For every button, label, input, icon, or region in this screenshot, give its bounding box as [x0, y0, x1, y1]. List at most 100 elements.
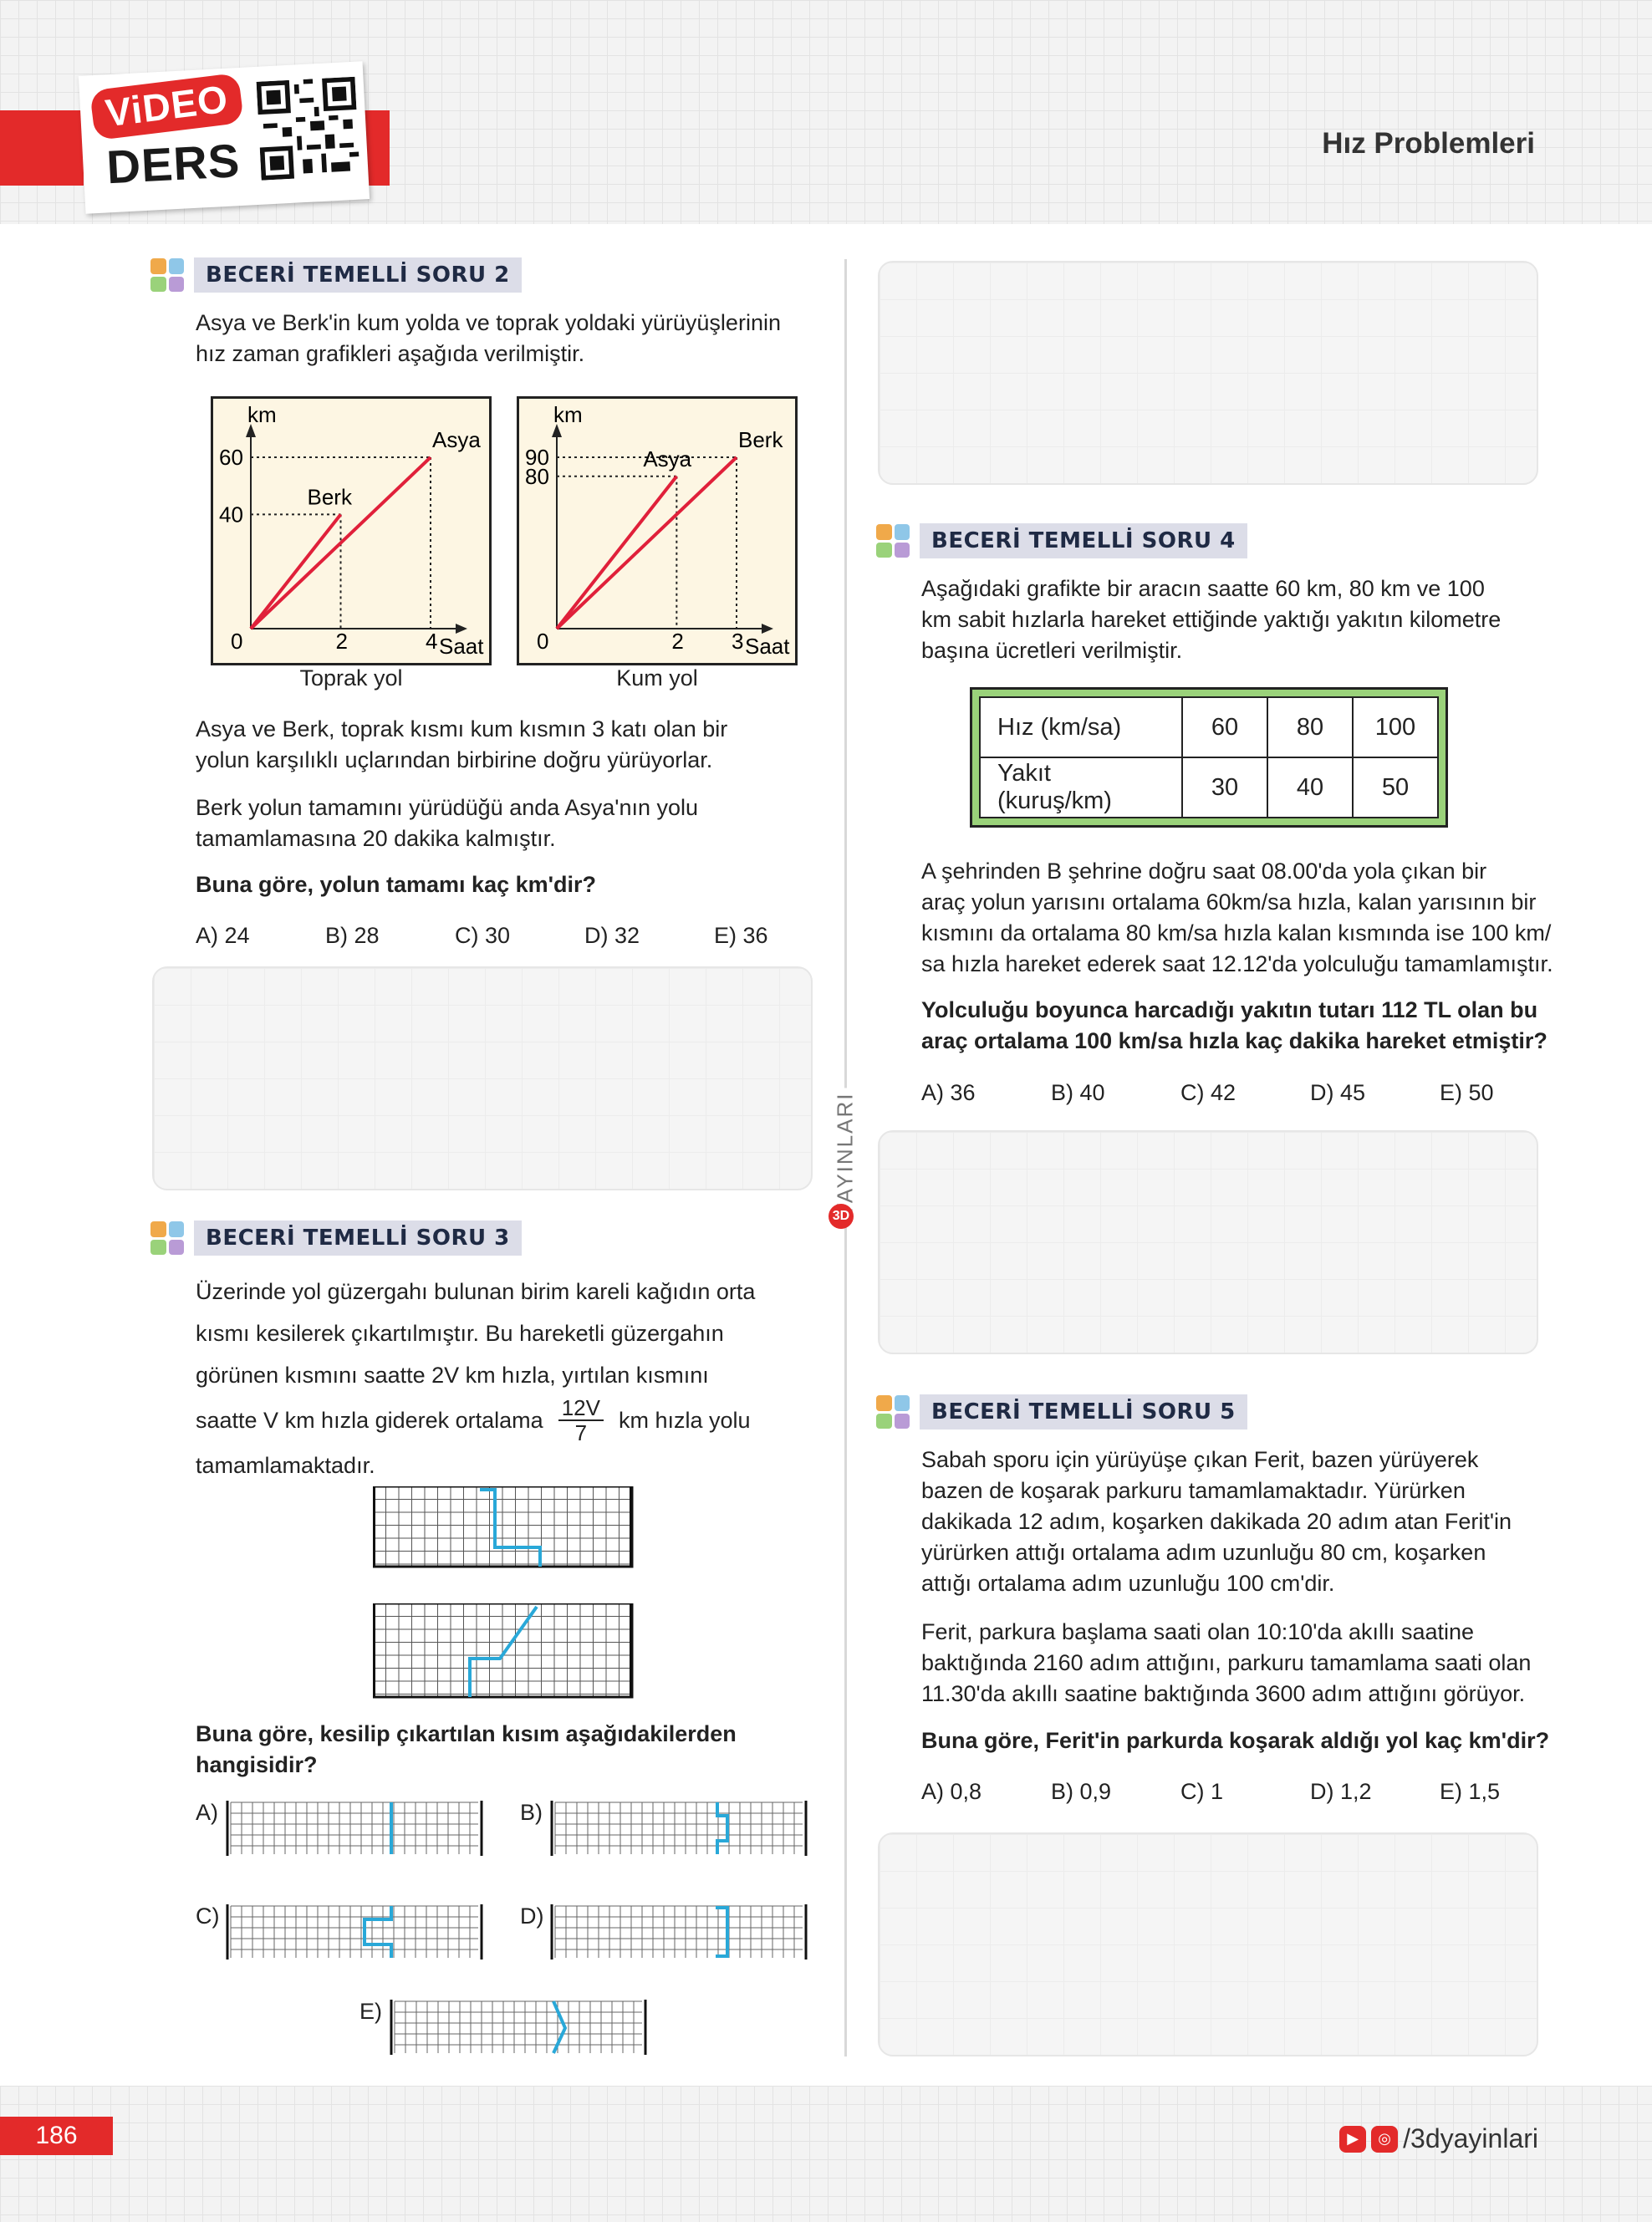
q3-option-d-strip[interactable] [548, 1904, 816, 1961]
q3-line-post: km hızla yolu [618, 1408, 751, 1433]
q2-option-a[interactable]: A) 24 [196, 923, 250, 948]
squares-icon [876, 1395, 910, 1429]
q3-option-b-strip[interactable] [548, 1801, 816, 1858]
squares-icon [150, 1221, 184, 1255]
q2-option-b[interactable]: B) 28 [325, 923, 380, 948]
q4-option-b[interactable]: B) 40 [1051, 1080, 1105, 1105]
youtube-icon[interactable]: ▶ [1339, 2125, 1367, 2153]
qr-code-icon[interactable] [256, 76, 360, 181]
toprak-yol-graph: km Saat 0 2 4 40 60 Berk Asya [211, 396, 492, 665]
q3-option-d-letter[interactable]: D) [520, 1903, 544, 1929]
q5-option-c[interactable]: C) 1 [1180, 1779, 1224, 1804]
q3-top-path [480, 1488, 542, 1567]
ders-label: DERS [105, 134, 242, 194]
brand-logo-icon: 3D [829, 1204, 854, 1229]
q3-line: tamamlamaktadır. [196, 1453, 375, 1478]
q2-work-area[interactable] [152, 966, 813, 1190]
q2-options: A) 24 B) 28 C) 30 D) 32 E) 36 [196, 923, 814, 949]
q2-paragraph-1: Asya ve Berk, toprak kısmı kum kısmın 3 … [196, 714, 831, 776]
kum-series-label: Berk [738, 427, 783, 452]
q4-p1-line: araç yolun yarısını ortalama 60km/sa hız… [921, 889, 1537, 915]
q4-intro-line: Aşağıdaki grafikte bir aracın saatte 60 … [921, 576, 1485, 601]
q5-option-a[interactable]: A) 0,8 [921, 1779, 982, 1804]
page-header: ViDEO DERS Hız Problemleri [0, 0, 1652, 224]
chapter-title: Hız Problemleri [1322, 127, 1535, 160]
q4-option-c[interactable]: C) 42 [1180, 1080, 1236, 1105]
toprak-series-asya [249, 456, 432, 630]
q4-option-a[interactable]: A) 36 [921, 1080, 976, 1105]
q5-p1-line: Sabah sporu için yürüyüşe çıkan Ferit, b… [921, 1447, 1479, 1472]
q4-question-line: Yolculuğu boyunca harcadığı yakıtın tuta… [921, 997, 1538, 1022]
q3-line: kısmı kesilerek çıkartılmıştır. Bu harek… [196, 1321, 724, 1346]
q2-option-d[interactable]: D) 32 [584, 923, 640, 948]
q4-intro: Aşağıdaki grafikte bir aracın saatte 60 … [921, 573, 1573, 666]
q5-options: A) 0,8 B) 0,9 C) 1 D) 1,2 E) 1,5 [921, 1779, 1540, 1805]
page-number: 186 [0, 2117, 113, 2155]
q2-p1-line: Asya ve Berk, toprak kısmı kum kısmın 3 … [196, 716, 728, 742]
q3-line: Üzerinde yol güzergahı bulunan birim kar… [196, 1279, 756, 1304]
q5-header: BECERİ TEMELLİ SORU 5 [876, 1394, 1247, 1430]
toprak-y-tick: 60 [219, 445, 243, 470]
q3-option-e-letter[interactable]: E) [359, 1999, 382, 2024]
q3-bottom-path [468, 1605, 538, 1697]
instagram-icon[interactable]: ◎ [1371, 2125, 1399, 2153]
q4-option-e[interactable]: E) 50 [1440, 1080, 1494, 1105]
q3-option-a-letter[interactable]: A) [196, 1800, 218, 1825]
toprak-x-arrow [456, 624, 467, 634]
social-handle[interactable]: /3dyayinlari [1403, 2123, 1538, 2153]
q4-question-line: araç ortalama 100 km/sa hızla kaç dakika… [921, 1028, 1547, 1053]
q3-top-grid [373, 1486, 634, 1568]
q4-work-area[interactable] [878, 1130, 1538, 1354]
q3-option-e-strip[interactable] [388, 2000, 655, 2056]
squares-icon [150, 258, 184, 292]
table-cell: 100 [1352, 696, 1439, 758]
video-ders-logo[interactable]: ViDEO DERS [78, 61, 370, 214]
table-row: Yakıt (kuruş/km) 30 40 50 [979, 757, 1439, 818]
q2-option-e[interactable]: E) 36 [714, 923, 768, 948]
q3-fraction-denominator: 7 [574, 1420, 588, 1445]
q5-option-b[interactable]: B) 0,9 [1051, 1779, 1112, 1804]
q3-option-c-strip[interactable] [224, 1904, 492, 1961]
q5-work-area[interactable] [878, 1832, 1538, 2056]
q5-option-e[interactable]: E) 1,5 [1440, 1779, 1501, 1804]
q4-options: A) 36 B) 40 C) 42 D) 45 E) 50 [921, 1080, 1540, 1106]
q4-paragraph: A şehrinden B şehrine doğru saat 08.00'd… [921, 856, 1590, 980]
kum-x-tick: 2 [671, 629, 683, 654]
q2-option-c[interactable]: C) 30 [455, 923, 511, 948]
fuel-table: Hız (km/sa) 60 80 100 Yakıt (kuruş/km) 3… [979, 696, 1439, 818]
fuel-table-frame: Hız (km/sa) 60 80 100 Yakıt (kuruş/km) 3… [970, 687, 1448, 828]
video-label: ViDEO [89, 72, 245, 141]
kum-yol-graph: km Saat 0 2 3 80 90 Asya Berk [517, 396, 798, 665]
table-cell: 60 [1181, 696, 1268, 758]
kum-y-arrow [552, 424, 562, 437]
toprak-x-tick: 4 [426, 629, 437, 654]
social-links[interactable]: ▶ ◎ /3dyayinlari [1339, 2123, 1538, 2154]
kum-yol-title: Kum yol [616, 665, 698, 691]
q2-question: Buna göre, yolun tamamı kaç km'dir? [196, 872, 597, 897]
q3-option-c-letter[interactable]: C) [196, 1903, 220, 1929]
q3-fraction: 12V 7 [558, 1396, 604, 1445]
kum-y-tick: 80 [525, 464, 549, 489]
q3-option-a-strip[interactable] [224, 1801, 492, 1858]
right-top-work-area[interactable] [878, 261, 1538, 485]
q2-header: BECERİ TEMELLİ SORU 2 [150, 257, 522, 293]
q3-option-b-letter[interactable]: B) [520, 1800, 543, 1825]
kum-series-berk [555, 456, 738, 630]
table-cell: 40 [1267, 757, 1354, 818]
q5-option-d[interactable]: D) 1,2 [1310, 1779, 1372, 1804]
q2-intro-line: hız zaman grafikleri aşağıda verilmiştir… [196, 341, 585, 366]
q5-paragraph-2: Ferit, parkura başlama saati olan 10:10'… [921, 1617, 1590, 1710]
q5-question: Buna göre, Ferit'in parkurda koşarak ald… [921, 1728, 1550, 1753]
q3-question: Buna göre, kesilip çıkartılan kısım aşağ… [196, 1719, 839, 1781]
q2-label: BECERİ TEMELLİ SORU 2 [194, 257, 522, 293]
q3-question-line: Buna göre, kesilip çıkartılan kısım aşağ… [196, 1721, 737, 1746]
q4-option-d[interactable]: D) 45 [1310, 1080, 1366, 1105]
brand-vertical-text: YAYINLARI [832, 1088, 859, 1222]
q4-p1-line: kısmını da ortalama 80 km/sa hızla kalan… [921, 920, 1552, 945]
toprak-series-berk [249, 513, 343, 630]
q4-p1-line: sa hızla hareket ederek saat 12.12'da yo… [921, 951, 1553, 976]
q4-intro-line: km sabit hızlarla hareket ettiğinde yakt… [921, 607, 1502, 632]
toprak-y-label: km [247, 402, 277, 427]
kum-x-tick: 0 [537, 629, 548, 654]
